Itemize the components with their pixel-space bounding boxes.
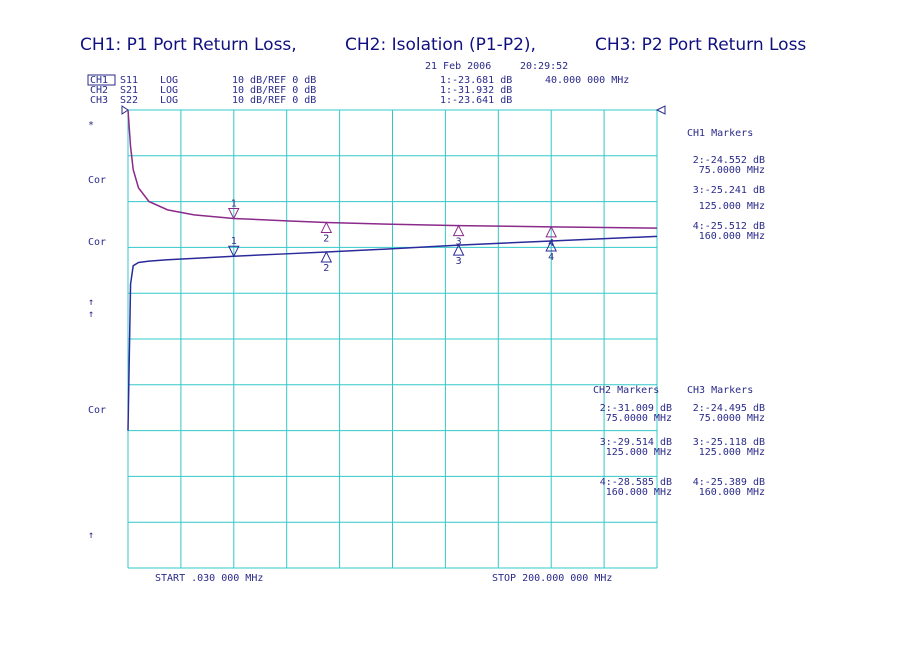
stop: STOP 200.000 000 MHz <box>492 573 612 584</box>
marker-freq: 40.000 000 MHz <box>545 75 629 86</box>
marker-freq: 75.0000 MHz <box>699 413 765 424</box>
title: CH2: Isolation (P1-P2), <box>345 35 536 55</box>
trace <box>127 235 658 431</box>
marker-value: 2:-24.495 dB <box>693 403 765 414</box>
reference-marker <box>655 105 666 115</box>
channel-marker: 1:-23.641 dB <box>440 95 512 106</box>
marker-value: 4:-25.389 dB <box>693 477 765 488</box>
marker-triangle <box>227 207 240 220</box>
marker-value: 3:-25.118 dB <box>693 437 765 448</box>
reference-marker <box>121 105 129 115</box>
title: CH1: P1 Port Return Loss, <box>80 35 297 55</box>
marker-triangle <box>545 239 557 252</box>
marker-list-title: CH3 Markers <box>687 385 753 396</box>
marker-freq: 125.000 MHz <box>699 447 765 458</box>
marker-value: 2:-31.009 dB <box>600 403 672 414</box>
side-label: ↑ <box>88 530 94 541</box>
channel-label: CH2 <box>90 85 108 96</box>
time: 20:29:52 <box>520 61 568 72</box>
marker-value: 3:-25.241 dB <box>693 185 765 196</box>
trace <box>127 109 658 229</box>
marker-number: 3 <box>456 256 462 267</box>
marker-freq: 125.000 MHz <box>606 447 672 458</box>
side-label: * <box>88 120 94 131</box>
marker-value: 4:-25.512 dB <box>693 221 765 232</box>
channel-param: S11 <box>120 75 138 86</box>
marker-triangle <box>320 250 333 263</box>
channel-param: S22 <box>120 95 138 106</box>
channel-param: S21 <box>120 85 138 96</box>
title: CH3: P2 Port Return Loss <box>595 35 806 55</box>
marker-freq: 75.0000 MHz <box>606 413 672 424</box>
marker-triangle <box>320 221 333 233</box>
marker-list-title: CH2 Markers <box>593 385 659 396</box>
channel-format: LOG <box>160 85 178 96</box>
date: 21 Feb 2006 <box>425 61 491 72</box>
marker-value: 2:-24.552 dB <box>693 155 765 166</box>
active-channel-box <box>87 74 116 86</box>
side-label: ↑ <box>88 309 94 320</box>
marker-number: 1 <box>231 198 237 209</box>
marker-triangle <box>227 245 240 258</box>
channel-scale: 10 dB/REF 0 dB <box>232 75 316 86</box>
marker-value: 4:-28.585 dB <box>600 477 672 488</box>
channel-label: CH3 <box>90 95 108 106</box>
channel-scale: 10 dB/REF 0 dB <box>232 95 316 106</box>
side-label: ↑ <box>88 297 94 308</box>
channel-label: CH1 <box>90 75 108 86</box>
side-label: Cor <box>88 175 106 186</box>
marker-triangle <box>452 224 465 237</box>
marker-value: 3:-29.514 dB <box>600 437 672 448</box>
marker-list-title: CH1 Markers <box>687 128 753 139</box>
marker-number: 3 <box>456 237 462 248</box>
marker-triangle <box>545 225 557 238</box>
side-label: Cor <box>88 237 106 248</box>
marker-freq: 75.0000 MHz <box>699 165 765 176</box>
channel-scale: 10 dB/REF 0 dB <box>232 85 316 96</box>
side-label: Cor <box>88 405 106 416</box>
channel-marker: 1:-31.932 dB <box>440 85 512 96</box>
marker-freq: 160.000 MHz <box>699 487 765 498</box>
marker-number: 1 <box>231 236 237 247</box>
channel-format: LOG <box>160 95 178 106</box>
marker-number: 2 <box>323 263 329 274</box>
marker-freq: 160.000 MHz <box>699 231 765 242</box>
marker-number: 2 <box>323 233 329 244</box>
marker-freq: 125.000 MHz <box>699 201 765 212</box>
marker-freq: 160.000 MHz <box>606 487 672 498</box>
marker-number: 4 <box>548 252 554 263</box>
channel-marker: 1:-23.681 dB <box>440 75 512 86</box>
channel-format: LOG <box>160 75 178 86</box>
marker-number: 4 <box>548 238 554 249</box>
marker-triangle <box>452 244 465 256</box>
start: START .030 000 MHz <box>155 573 263 584</box>
